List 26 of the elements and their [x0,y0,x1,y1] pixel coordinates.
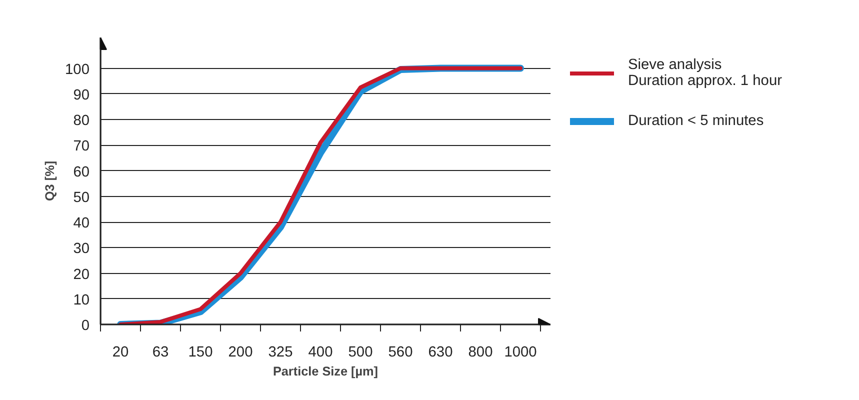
x-tick-label: 630 [428,344,453,360]
y-tick-label: 10 [73,292,90,308]
x-tick-label: 150 [188,344,213,360]
y-tick-label: 80 [73,113,90,129]
x-tick-label: 560 [388,344,413,360]
x-tick-label: 200 [228,344,253,360]
y-tick-label: 60 [73,164,90,180]
y-tick-label: 90 [73,87,90,104]
y-tick-label: 20 [73,266,90,283]
x-tick-label: 800 [468,344,493,360]
y-tick-label: 40 [73,216,90,232]
y-axis-title: Q3 [%] [43,160,58,202]
x-tick-label: 325 [268,344,293,360]
x-tick-label: 20 [112,344,129,360]
y-tick-label: 30 [73,241,90,258]
x-tick-label: 63 [152,344,169,360]
legend-label: Duration < 5 minutes [628,113,764,129]
y-tick-label: 0 [81,318,90,334]
x-tick-label: 1000 [504,344,537,360]
y-tick-label: 70 [73,138,90,155]
x-axis-title: Particle Size [µm] [272,364,378,378]
x-tick-label: 400 [308,344,333,360]
y-tick-label: 100 [65,62,90,78]
y-tick-label: 50 [73,190,90,206]
x-tick-label: 500 [348,344,373,360]
legend-label: Sieve analysis Duration approx. 1 hour [628,57,782,89]
